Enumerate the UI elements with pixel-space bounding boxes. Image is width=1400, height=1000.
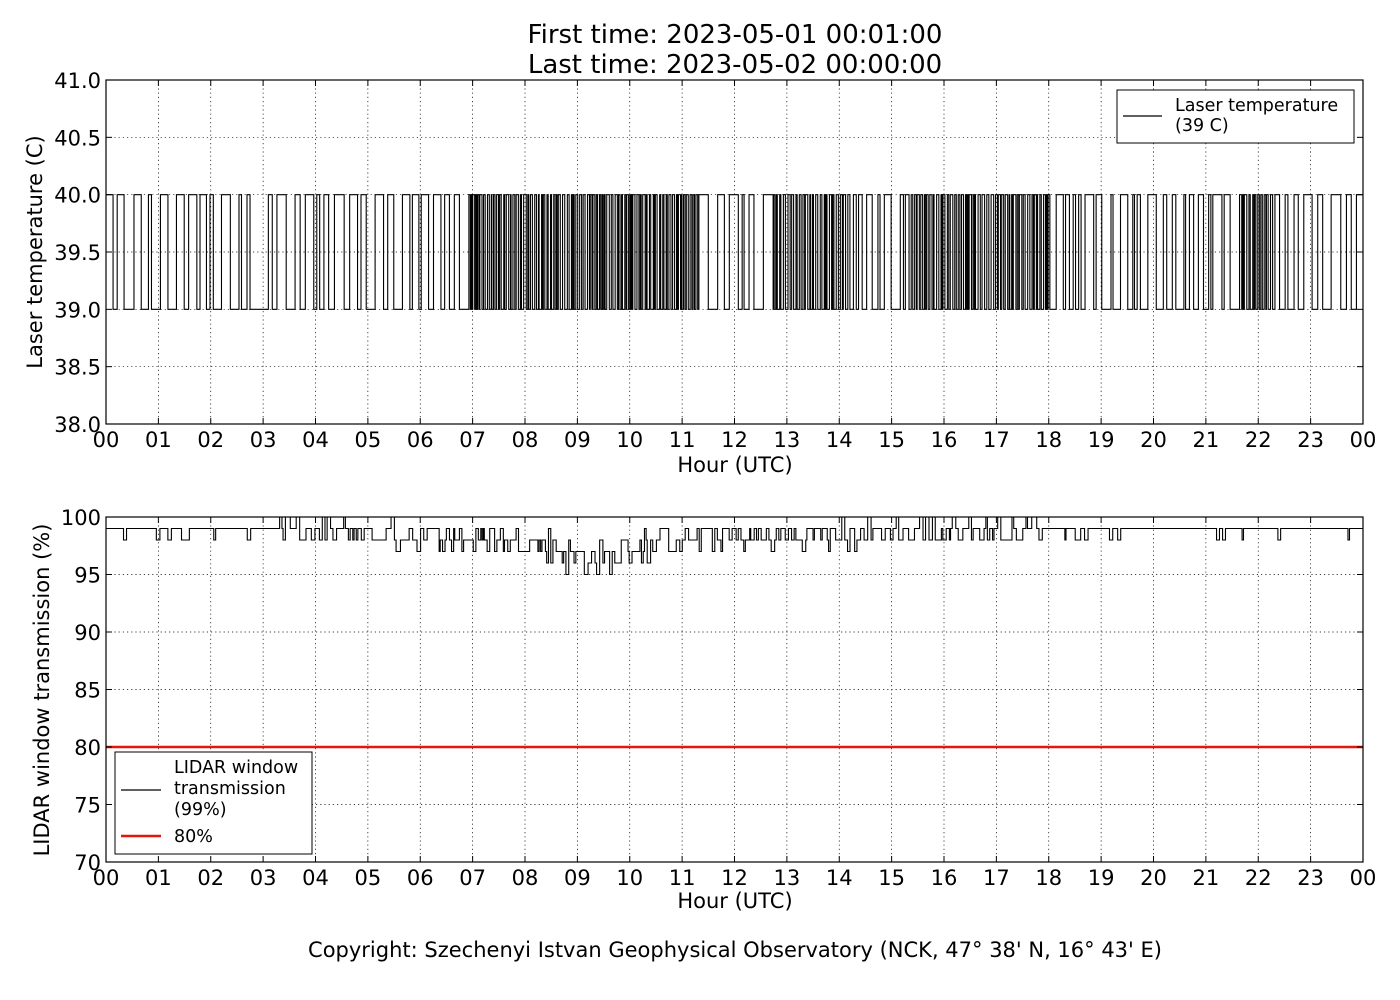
x-tick-label: 21 bbox=[1193, 428, 1220, 452]
x-tick-label: 05 bbox=[355, 866, 382, 890]
x-tick-label: 08 bbox=[512, 428, 539, 452]
y-tick-label: 75 bbox=[74, 794, 101, 818]
x-tick-label: 13 bbox=[774, 866, 801, 890]
x-tick-label: 13 bbox=[774, 428, 801, 452]
y-tick-label: 100 bbox=[61, 506, 101, 530]
y-tick-label: 38.5 bbox=[54, 356, 101, 380]
y-tick-label: 39.0 bbox=[54, 298, 101, 322]
x-tick-label: 16 bbox=[931, 866, 958, 890]
x-tick-label: 15 bbox=[878, 428, 905, 452]
x-tick-label: 12 bbox=[721, 428, 748, 452]
x-tick-label: 17 bbox=[983, 866, 1010, 890]
x-tick-label: 19 bbox=[1088, 428, 1115, 452]
x-tick-label: 11 bbox=[669, 866, 696, 890]
x-tick-label: 07 bbox=[459, 428, 486, 452]
x-tick-label: 04 bbox=[302, 866, 329, 890]
y-tick-label: 38.0 bbox=[54, 413, 101, 437]
x-axis-label: Hour (UTC) bbox=[677, 453, 792, 477]
x-tick-label: 09 bbox=[564, 428, 591, 452]
legend: Laser temperature (39 C) bbox=[1116, 89, 1355, 144]
x-tick-label: 00 bbox=[1350, 866, 1377, 890]
x-tick-label: 06 bbox=[407, 428, 434, 452]
y-axis-label: LIDAR window transmission (%) bbox=[30, 524, 54, 857]
x-tick-label: 23 bbox=[1297, 428, 1324, 452]
x-tick-label: 01 bbox=[145, 428, 172, 452]
x-tick-label: 01 bbox=[145, 866, 172, 890]
lidar-window-transmission-chart: 00 01 02 03 04 05 06 07 08 09 10 11 12 13 14 15 16 17 18 19… bbox=[30, 506, 1376, 913]
x-tick-label: 22 bbox=[1245, 866, 1272, 890]
y-tick-label: 90 bbox=[74, 621, 101, 645]
x-tick-label: 23 bbox=[1297, 866, 1324, 890]
x-tick-label: 14 bbox=[826, 866, 853, 890]
x-tick-label: 05 bbox=[355, 428, 382, 452]
x-tick-label: 08 bbox=[512, 866, 539, 890]
title-last-time: Last time: 2023-05-02 00:00:00 bbox=[528, 50, 942, 80]
x-tick-label: 03 bbox=[250, 866, 277, 890]
legend-label-line1: Laser temperature bbox=[1175, 96, 1338, 116]
x-tick-label: 02 bbox=[197, 866, 224, 890]
x-tick-label: 18 bbox=[1035, 428, 1062, 452]
x-tick-label: 16 bbox=[931, 428, 958, 452]
x-tick-label: 17 bbox=[983, 428, 1010, 452]
x-tick-label: 18 bbox=[1035, 866, 1062, 890]
y-tick-label: 39.5 bbox=[54, 241, 101, 265]
series-laser-temperature bbox=[106, 194, 1363, 310]
x-tick-label: 22 bbox=[1245, 428, 1272, 452]
legend-label-transmission-line2: transmission bbox=[174, 779, 286, 799]
laser-temperature-chart: 00 01 02 03 04 05 06 07 08 09 10 11 12 13 14 15 16 17 18 19… bbox=[23, 69, 1376, 477]
x-tick-label: 00 bbox=[1350, 428, 1377, 452]
x-axis-label: Hour (UTC) bbox=[677, 889, 792, 913]
y-tick-label: 80 bbox=[74, 736, 101, 760]
ticks: 00 01 02 03 04 05 06 07 08 09 10 11 12 13 14 15 16 17 18 19… bbox=[54, 69, 1376, 452]
x-tick-label: 19 bbox=[1088, 866, 1115, 890]
grid bbox=[106, 517, 1363, 862]
ticks: 00 01 02 03 04 05 06 07 08 09 10 11 12 13 14 15 16 17 18 19… bbox=[61, 506, 1376, 890]
title-first-time: First time: 2023-05-01 00:01:00 bbox=[528, 20, 943, 50]
plot-area bbox=[106, 194, 1363, 310]
y-tick-label: 95 bbox=[74, 564, 101, 588]
y-tick-label: 41.0 bbox=[54, 69, 101, 93]
x-tick-label: 20 bbox=[1140, 866, 1167, 890]
x-tick-label: 10 bbox=[616, 428, 643, 452]
legend-label-transmission-line1: LIDAR window bbox=[174, 758, 298, 778]
x-tick-label: 02 bbox=[197, 428, 224, 452]
x-tick-label: 07 bbox=[459, 866, 486, 890]
series-lidar-window-transmission bbox=[106, 516, 1363, 576]
x-tick-label: 10 bbox=[616, 866, 643, 890]
x-tick-label: 09 bbox=[564, 866, 591, 890]
legend-label-line2: (39 C) bbox=[1175, 116, 1229, 136]
x-tick-label: 06 bbox=[407, 866, 434, 890]
y-tick-label: 40.0 bbox=[54, 184, 101, 208]
grid bbox=[106, 80, 1363, 424]
x-tick-label: 15 bbox=[878, 866, 905, 890]
legend: LIDAR window transmission (99%) 80% bbox=[114, 751, 313, 855]
x-tick-label: 00 bbox=[93, 866, 120, 890]
x-tick-label: 00 bbox=[93, 428, 120, 452]
y-axis-label: Laser temperature (C) bbox=[23, 135, 47, 368]
copyright-text: Copyright: Szechenyi Istvan Geophysical … bbox=[308, 938, 1162, 962]
x-tick-label: 14 bbox=[826, 428, 853, 452]
legend-label-transmission-line3: (99%) bbox=[174, 800, 227, 820]
x-tick-label: 21 bbox=[1193, 866, 1220, 890]
x-tick-label: 04 bbox=[302, 428, 329, 452]
x-tick-label: 03 bbox=[250, 428, 277, 452]
legend-label-80-percent: 80% bbox=[174, 827, 213, 847]
x-tick-label: 12 bbox=[721, 866, 748, 890]
y-tick-label: 70 bbox=[74, 851, 101, 875]
plot-area bbox=[106, 516, 1363, 749]
x-tick-label: 20 bbox=[1140, 428, 1167, 452]
x-tick-label: 11 bbox=[669, 428, 696, 452]
y-tick-label: 85 bbox=[74, 679, 101, 703]
y-tick-label: 40.5 bbox=[54, 126, 101, 150]
